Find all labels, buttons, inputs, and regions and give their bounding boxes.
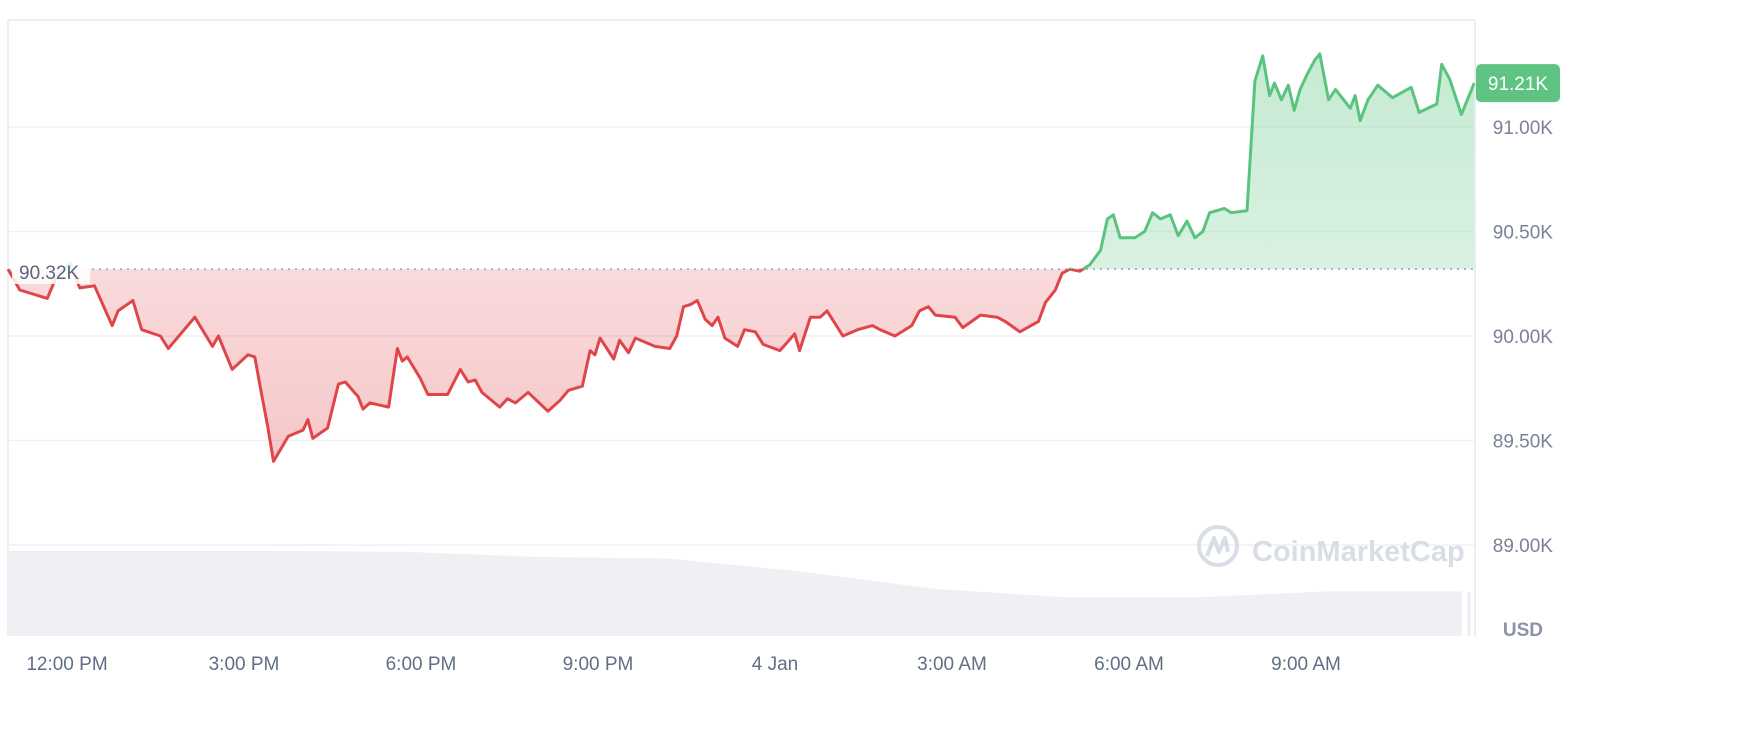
y-tick-label: 91.00K [1493,118,1554,139]
y-tick-label: 90.50K [1493,223,1554,244]
x-tick-label: 3:00 PM [209,654,280,675]
x-tick-label: 12:00 PM [26,654,107,675]
x-tick-label: 9:00 PM [563,654,634,675]
y-tick-label: 90.00K [1493,327,1554,348]
watermark-text: CoinMarketCap [1252,536,1465,568]
current-price-badge: 91.21K [1476,64,1560,103]
x-tick-label: 4 Jan [752,654,798,675]
y-tick-label: 89.00K [1493,536,1554,557]
price-line-up [7,52,1476,270]
price-line-down [6,269,1086,463]
x-axis: 12:00 PM 3:00 PM 6:00 PM 9:00 PM 4 Jan 3:00 A… [26,654,1341,675]
y-axis: 91.00K 90.50K 90.00K 89.50K 89.00K [1493,118,1554,557]
volume-area [8,550,1471,636]
x-tick-label: 6:00 AM [1094,654,1164,675]
baseline-value: 90.32K [19,263,80,284]
baseline-label: 90.32K [12,258,90,284]
x-tick-label: 9:00 AM [1271,654,1341,675]
current-price-value: 91.21K [1488,74,1549,95]
x-tick-label: 3:00 AM [917,654,987,675]
y-tick-label: 89.50K [1493,432,1554,453]
currency-label: USD [1503,620,1543,641]
watermark-logo: CoinMarketCap [1197,525,1465,568]
area-below-baseline [8,269,1475,462]
area-above-baseline [8,53,1475,270]
x-tick-label: 6:00 PM [386,654,457,675]
